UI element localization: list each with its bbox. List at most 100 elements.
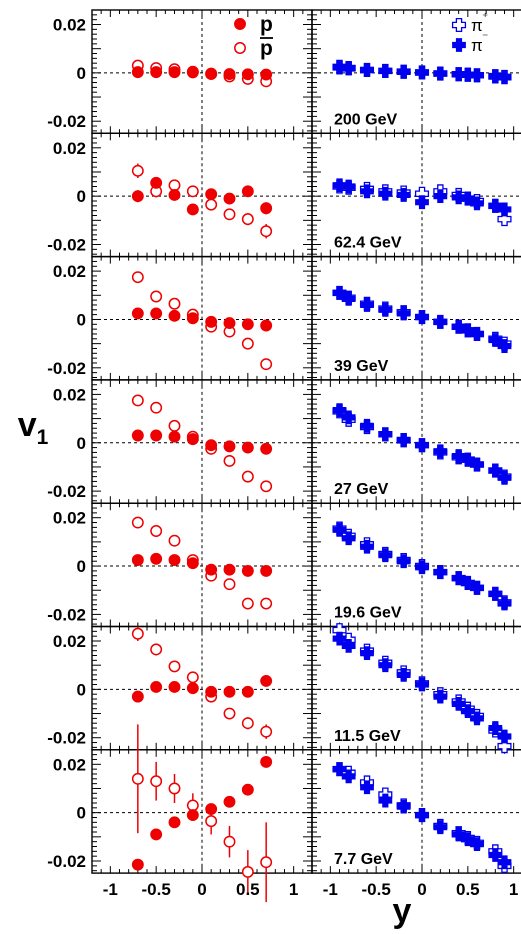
pi-minus-point: [497, 470, 512, 485]
pi-minus-point: [378, 302, 393, 317]
y-tick-label: 0.02: [53, 509, 86, 528]
pi-minus-point: [332, 178, 347, 193]
pi-minus-point: [470, 837, 484, 851]
antiproton-point: [260, 480, 273, 493]
pi-minus-point: [415, 310, 429, 324]
proton-point: [260, 68, 273, 81]
proton-point: [223, 440, 236, 453]
antiproton-point: [186, 185, 199, 198]
x-tick-label: 0.5: [236, 880, 260, 899]
proton-point: [205, 67, 218, 80]
pi-minus-point: [396, 64, 411, 79]
proton-point: [260, 442, 273, 455]
y-tick-label: 0: [77, 187, 86, 206]
x-tick-label: -0.5: [142, 880, 171, 899]
pi-minus-point: [488, 69, 503, 83]
energy-label: 7.7 GeV: [334, 851, 393, 868]
pi-minus-point: [415, 195, 429, 210]
x-tick-label: 0: [417, 880, 426, 899]
pi-minus-point: [360, 418, 374, 433]
antiproton-point: [131, 516, 144, 529]
antiproton-point: [168, 179, 181, 192]
pi-minus-point: [396, 306, 411, 321]
pi-minus-point: [470, 457, 484, 472]
antiproton-point: [241, 213, 254, 226]
y-axis-label-subscript: 1: [37, 426, 49, 449]
y-axis-label: v1: [18, 406, 49, 449]
pi-minus-point: [497, 202, 512, 217]
y-tick-label: -0.02: [47, 112, 86, 131]
proton-point: [131, 66, 144, 79]
y-tick-label: -0.02: [47, 605, 86, 624]
y-tick-label: -0.02: [47, 236, 86, 255]
pi-minus-point: [497, 855, 512, 870]
antiproton-point: [131, 164, 144, 177]
proton-point: [260, 755, 273, 768]
y-tick-label: 0.02: [53, 632, 86, 651]
proton-point: [186, 66, 199, 79]
proton-point: [223, 795, 236, 808]
proton-point: [186, 682, 199, 695]
antiproton-point: [150, 290, 163, 303]
pi-minus-point: [415, 677, 429, 692]
pi-minus-point: [470, 711, 484, 726]
legend-pi-minus-marker: [452, 38, 466, 52]
antiproton-point: [241, 337, 254, 350]
y-tick-label: 0: [77, 434, 86, 453]
pi-minus-point: [497, 69, 512, 84]
proton-point: [168, 430, 181, 443]
pi-minus-point: [341, 410, 356, 425]
pi-minus-point: [396, 667, 411, 682]
pi-minus-point: [415, 808, 429, 822]
legend-pi-plus-marker: [451, 17, 467, 33]
y-tick-label: 0: [77, 64, 86, 83]
proton-point: [223, 68, 236, 81]
proton-point: [131, 858, 144, 871]
proton-point: [150, 828, 163, 841]
proton-point: [168, 309, 181, 322]
proton-point: [223, 317, 236, 330]
proton-point: [205, 439, 218, 452]
energy-label: 39 GeV: [334, 358, 389, 375]
antiproton-point: [241, 717, 254, 730]
y-tick-label: 0.02: [53, 385, 86, 404]
y-tick-label: 0.02: [53, 755, 86, 774]
pi-minus-point: [378, 64, 393, 78]
proton-point: [205, 685, 218, 698]
legend-antiproton-label: p: [260, 37, 273, 60]
y-tick-label: 0: [77, 310, 86, 329]
pi-minus-point: [341, 61, 356, 76]
proton-point: [168, 680, 181, 693]
antiproton-point: [131, 394, 144, 407]
antiproton-point: [168, 297, 181, 310]
pi-minus-point: [332, 60, 347, 75]
antiproton-point: [241, 470, 254, 483]
pi-minus-point: [433, 565, 448, 580]
proton-point: [131, 429, 144, 442]
pi-minus-point: [396, 432, 411, 447]
proton-point: [168, 554, 181, 566]
proton-point: [205, 315, 218, 328]
pi-minus-point: [360, 63, 374, 77]
x-tick-label: 0: [197, 880, 206, 899]
x-axis-label: y: [393, 892, 412, 930]
antiproton-point: [168, 660, 181, 673]
x-tick-label: -0.5: [362, 880, 391, 899]
proton-point: [241, 783, 254, 796]
proton-point: [131, 190, 144, 203]
antiproton-point: [205, 815, 218, 828]
y-tick-label: -0.02: [47, 852, 86, 871]
pi-minus-point: [341, 531, 356, 546]
pi-minus-point: [378, 548, 393, 563]
antiproton-point: [168, 419, 181, 432]
antiproton-point: [168, 534, 181, 547]
y-tick-label: 0: [77, 680, 86, 699]
proton-point: [260, 674, 273, 687]
pi-minus-point: [378, 793, 393, 808]
antiproton-point: [260, 225, 273, 238]
proton-point: [168, 189, 181, 201]
proton-point: [150, 176, 163, 189]
y-tick-label: 0.02: [53, 16, 86, 35]
proton-point: [223, 192, 236, 205]
legend-antiproton-marker: [234, 42, 246, 54]
